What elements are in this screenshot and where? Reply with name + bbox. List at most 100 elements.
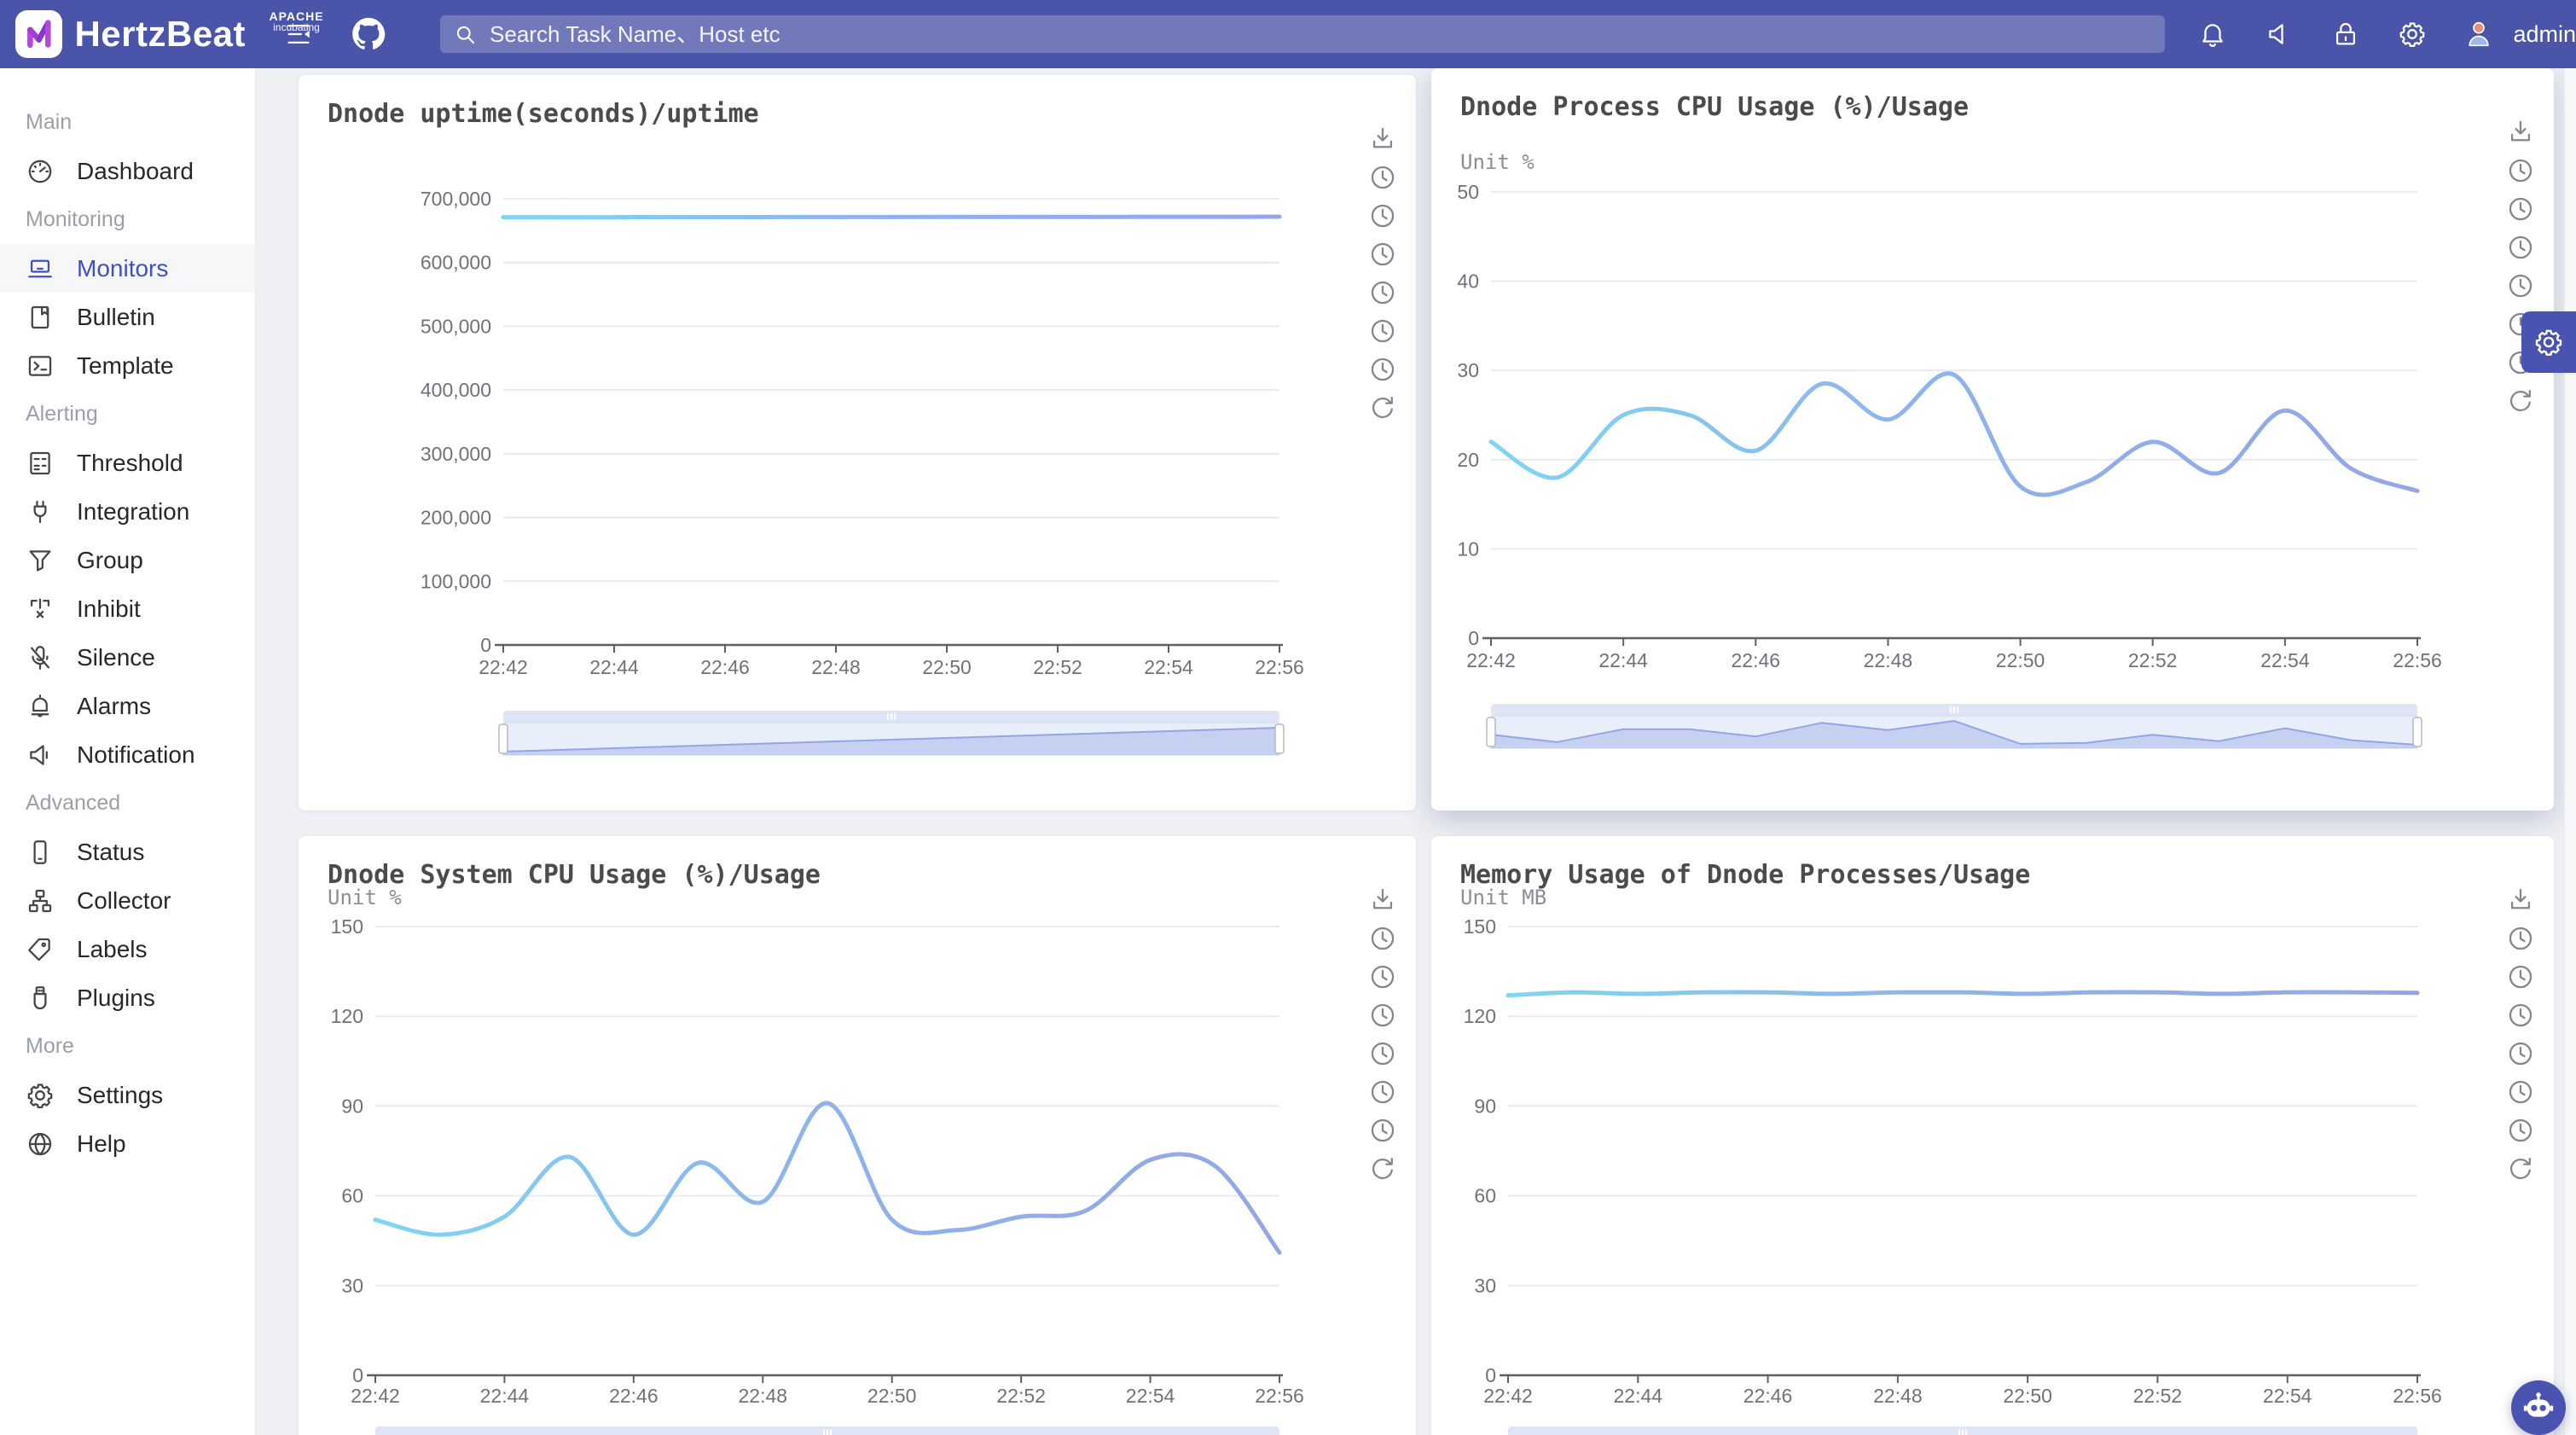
line-chart: 0 100,000 200,000 300,000 400,000 500,000 600,… — [421, 188, 1304, 756]
scrollbar-track[interactable] — [2564, 68, 2576, 1435]
datazoom-brush[interactable] — [371, 1426, 1284, 1435]
svg-text:22:54: 22:54 — [2263, 1385, 2312, 1407]
username[interactable]: admin — [2513, 20, 2576, 47]
svg-text:20: 20 — [1457, 449, 1479, 471]
search-icon — [452, 21, 478, 47]
datazoom-brush[interactable] — [1486, 704, 2422, 749]
sidebar-item-label: Group — [77, 546, 143, 573]
svg-text:500,000: 500,000 — [421, 315, 491, 337]
svg-text:22:52: 22:52 — [2128, 649, 2178, 671]
clock-icon[interactable] — [1368, 1116, 1397, 1145]
ai-assistant-button[interactable] — [2511, 1380, 2566, 1435]
download-icon[interactable] — [2506, 118, 2535, 147]
download-icon[interactable] — [1368, 886, 1397, 915]
sidebar-item-threshold[interactable]: Threshold — [0, 439, 255, 487]
sidebar-item-collector[interactable]: Collector — [0, 876, 255, 925]
refresh-icon[interactable] — [2506, 1154, 2535, 1183]
download-icon[interactable] — [2506, 886, 2535, 915]
clock-icon[interactable] — [1368, 317, 1397, 346]
notification-icon — [26, 741, 55, 770]
svg-text:400,000: 400,000 — [421, 379, 491, 401]
hertzbeat-logo[interactable] — [15, 10, 63, 58]
sidebar-item-help[interactable]: Help — [0, 1119, 255, 1168]
chart-title: Dnode Process CPU Usage (%)/Usage — [1460, 92, 1970, 122]
group-icon — [26, 546, 55, 575]
download-icon[interactable] — [1368, 125, 1397, 154]
sidebar-item-labels[interactable]: Labels — [0, 925, 255, 973]
sidebar-item-silence[interactable]: Silence — [0, 633, 255, 682]
brush-handle-right[interactable] — [2412, 717, 2422, 747]
brush-handle-left[interactable] — [1486, 717, 1496, 747]
clock-icon[interactable] — [1368, 201, 1397, 230]
clock-icon[interactable] — [1368, 962, 1397, 991]
clock-icon[interactable] — [1368, 163, 1397, 192]
sidebar-item-bulletin[interactable]: Bulletin — [0, 293, 255, 341]
clock-icon[interactable] — [1368, 1039, 1397, 1068]
clock-icon[interactable] — [2506, 195, 2535, 224]
sidebar-item-dashboard[interactable]: Dashboard — [0, 147, 255, 195]
sidebar-item-template[interactable]: Template — [0, 341, 255, 390]
sidebar-section-monitoring: Monitoring — [26, 207, 125, 231]
svg-text:10: 10 — [1457, 537, 1479, 560]
sidebar-item-notification[interactable]: Notification — [0, 730, 255, 779]
help-icon — [26, 1130, 55, 1159]
svg-text:22:54: 22:54 — [1126, 1385, 1175, 1407]
clock-icon[interactable] — [2506, 962, 2535, 991]
menu-fold-icon[interactable] — [281, 17, 316, 51]
sidebar-item-inhibit[interactable]: Inhibit — [0, 584, 255, 633]
gear-icon[interactable] — [2395, 17, 2429, 51]
sidebar-item-group[interactable]: Group — [0, 536, 255, 584]
brush-handle-left[interactable] — [498, 723, 508, 754]
datazoom-brush[interactable] — [498, 711, 1285, 756]
avatar[interactable] — [2462, 17, 2496, 51]
svg-text:22:46: 22:46 — [700, 656, 750, 678]
sidebar-item-label: Labels — [77, 935, 148, 962]
announcement-icon[interactable] — [2262, 17, 2296, 51]
chart-card-2: Dnode System CPU Usage (%)/Usage Unit % 0 3… — [299, 836, 1416, 1435]
clock-icon[interactable] — [1368, 355, 1397, 384]
lock-icon[interactable] — [2329, 17, 2363, 51]
svg-text:22:44: 22:44 — [480, 1385, 530, 1407]
clock-icon[interactable] — [1368, 240, 1397, 269]
clock-icon[interactable] — [1368, 278, 1397, 307]
template-icon — [26, 351, 55, 381]
svg-text:300,000: 300,000 — [421, 443, 491, 465]
clock-icon[interactable] — [2506, 233, 2535, 262]
clock-icon[interactable] — [1368, 1001, 1397, 1030]
sidebar-item-alarms[interactable]: Alarms — [0, 682, 255, 730]
datazoom-brush[interactable] — [1504, 1426, 2422, 1435]
clock-icon[interactable] — [2506, 156, 2535, 185]
clock-icon[interactable] — [1368, 1078, 1397, 1107]
clock-icon[interactable] — [2506, 1116, 2535, 1145]
refresh-icon[interactable] — [1368, 1154, 1397, 1183]
sidebar-item-label: Plugins — [77, 984, 155, 1011]
chart-title: Dnode System CPU Usage (%)/Usage — [328, 860, 821, 890]
bulletin-icon — [26, 303, 55, 332]
clock-icon[interactable] — [2506, 1001, 2535, 1030]
clock-icon[interactable] — [2506, 1039, 2535, 1068]
sidebar-item-label: Threshold — [77, 449, 183, 476]
sidebar-item-monitors[interactable]: Monitors — [0, 244, 255, 293]
sidebar-item-label: Integration — [77, 497, 190, 525]
sidebar-item-integration[interactable]: Integration — [0, 487, 255, 536]
refresh-icon[interactable] — [2506, 386, 2535, 415]
refresh-icon[interactable] — [1368, 393, 1397, 422]
svg-text:700,000: 700,000 — [421, 188, 491, 210]
sidebar-item-label: Settings — [77, 1081, 164, 1108]
brush-handle-right[interactable] — [1274, 723, 1285, 754]
svg-text:22:46: 22:46 — [1732, 649, 1781, 671]
search-input[interactable] — [440, 15, 2166, 53]
plugins-icon — [26, 984, 55, 1013]
clock-icon[interactable] — [2506, 271, 2535, 300]
sidebar-item-status[interactable]: Status — [0, 828, 255, 876]
clock-icon[interactable] — [2506, 924, 2535, 953]
clock-icon[interactable] — [1368, 924, 1397, 953]
bell-icon[interactable] — [2196, 17, 2230, 51]
robot-icon — [2523, 1392, 2554, 1417]
settings-drawer-button[interactable] — [2521, 311, 2576, 373]
sidebar-item-settings[interactable]: Settings — [0, 1071, 255, 1119]
clock-icon[interactable] — [2506, 1078, 2535, 1107]
sidebar-item-plugins[interactable]: Plugins — [0, 973, 255, 1022]
chart-toolbar — [1368, 125, 1397, 422]
github-icon[interactable] — [351, 17, 386, 51]
